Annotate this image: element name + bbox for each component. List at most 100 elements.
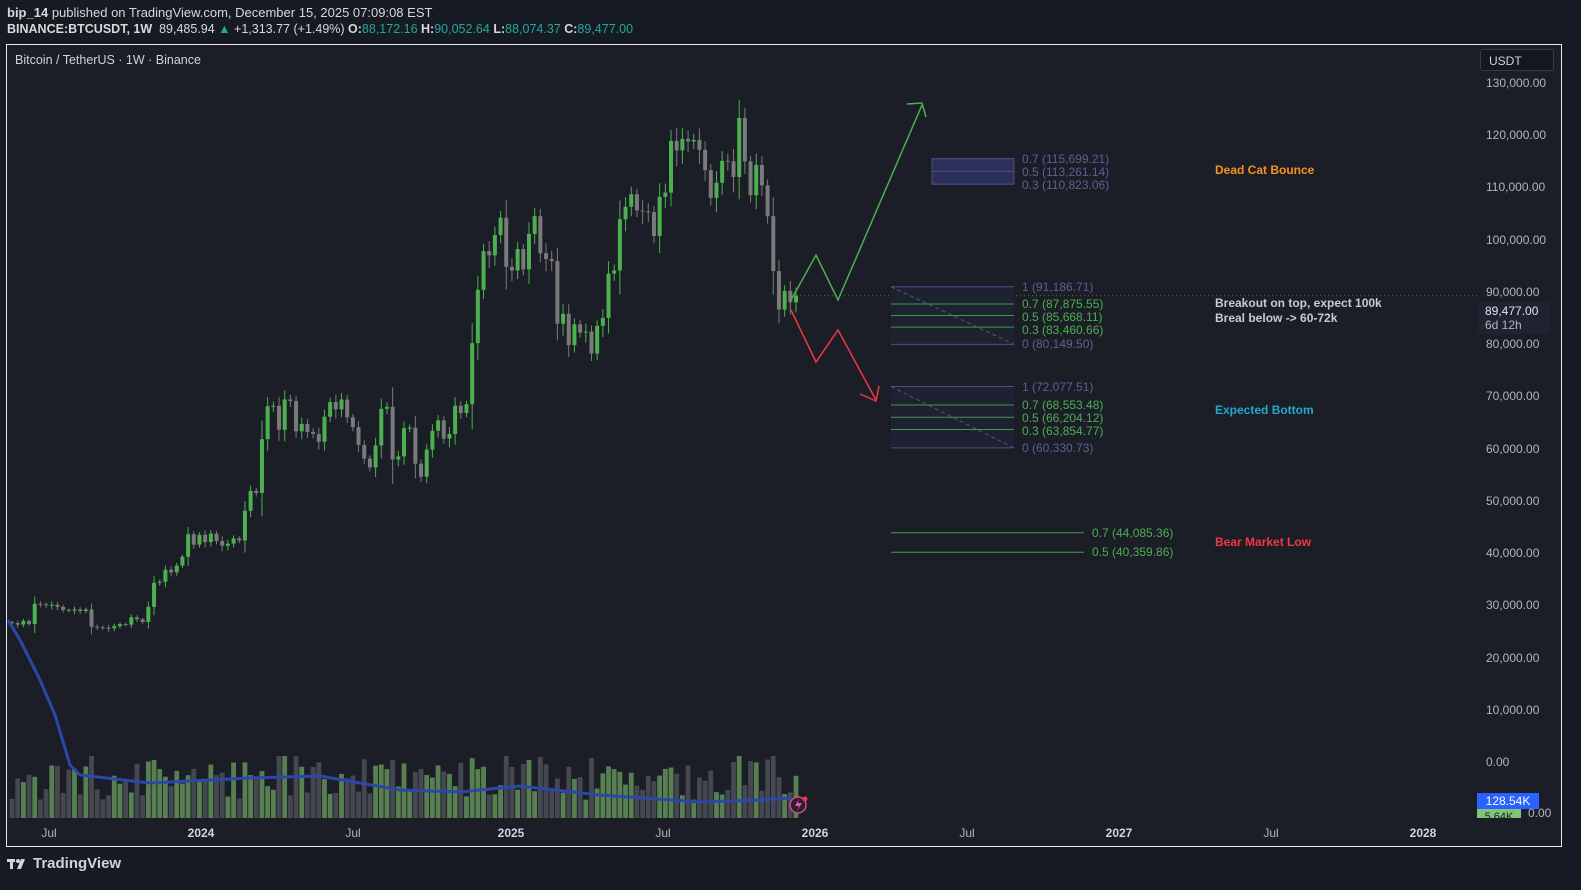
volume-bar xyxy=(66,769,72,818)
candle-body xyxy=(231,538,236,544)
candle-body xyxy=(498,217,503,235)
volume-bar xyxy=(214,775,219,818)
candle-body xyxy=(112,626,117,629)
candle-body xyxy=(197,534,202,545)
candle-body xyxy=(55,604,60,607)
volume-bar xyxy=(424,775,430,818)
volume-bar xyxy=(520,763,526,818)
volume-bar xyxy=(140,795,146,818)
candle-body xyxy=(186,534,191,557)
volume-bar xyxy=(356,791,361,818)
fib-level-label: 0.7 (68,553.48) xyxy=(1022,397,1104,412)
candle-body xyxy=(134,617,139,620)
high-label: H: xyxy=(421,22,435,36)
volume-bar xyxy=(634,785,640,818)
volume-bar xyxy=(15,778,21,818)
volume-bar xyxy=(475,769,481,818)
lightning-glyph-icon xyxy=(795,799,802,811)
volume-bar xyxy=(583,799,589,818)
candle-body xyxy=(640,210,645,212)
candle-body xyxy=(21,620,26,625)
volume-label: 5.64K xyxy=(1477,809,1521,818)
bullish-projection-path xyxy=(790,104,923,302)
candle-body xyxy=(657,196,662,236)
volume-bar xyxy=(464,796,469,818)
candle-body xyxy=(481,251,486,290)
volume-bar xyxy=(657,775,663,818)
volume-bar xyxy=(526,759,532,818)
volume-bar xyxy=(679,795,685,818)
candle-body xyxy=(157,581,162,583)
volume-bar xyxy=(350,775,356,818)
candle-body xyxy=(544,253,549,259)
volume-bar xyxy=(481,766,486,818)
candle-body xyxy=(464,404,469,414)
candle-body xyxy=(61,606,66,610)
candle-body xyxy=(10,621,14,624)
candle-body xyxy=(254,490,259,493)
x-axis-tick: Jul xyxy=(41,826,57,840)
volume-bar xyxy=(515,789,521,818)
candle-body xyxy=(430,430,435,450)
y-axis-tick: 40,000.00 xyxy=(1486,546,1540,561)
volume-bar xyxy=(441,771,447,818)
volume-bar xyxy=(282,756,288,818)
y-axis-tick: 10,000.00 xyxy=(1486,702,1540,717)
volume-bar xyxy=(157,769,163,818)
candle-body xyxy=(526,233,531,270)
candle-body xyxy=(447,433,452,439)
bar-countdown: 6d 12h xyxy=(1485,318,1522,332)
candle-body xyxy=(674,140,679,151)
volume-axis-zero: 0.00 xyxy=(1528,806,1552,820)
candle-body xyxy=(453,405,458,434)
fib-trend-line xyxy=(890,286,1015,345)
volume-bar xyxy=(310,767,316,818)
candle-body xyxy=(731,161,736,177)
currency-selector[interactable]: USDT xyxy=(1480,49,1554,71)
volume-bar xyxy=(9,798,15,818)
volume-bar xyxy=(554,778,560,818)
open-label: O: xyxy=(348,22,362,36)
open-value: 88,172.16 xyxy=(361,22,418,36)
tradingview-logo[interactable]: TradingView xyxy=(7,855,121,872)
volume-bar xyxy=(697,777,702,818)
candle-body xyxy=(686,138,691,142)
candle-body xyxy=(265,406,270,440)
y-axis-tick: 30,000.00 xyxy=(1486,598,1540,613)
volume-bar xyxy=(333,792,339,818)
candle-body xyxy=(180,556,185,566)
candle-body xyxy=(436,420,441,431)
volume-bar xyxy=(367,793,373,818)
volume-bar xyxy=(361,759,367,818)
volume-bar xyxy=(270,789,276,818)
candle-body xyxy=(754,164,759,196)
candle-body xyxy=(299,424,304,432)
volume-bar xyxy=(543,764,549,818)
candle-body xyxy=(708,170,713,198)
volume-bar xyxy=(708,770,714,818)
volume-bar xyxy=(736,756,742,818)
chart-frame[interactable] xyxy=(6,44,1562,847)
y-axis-tick: 120,000.00 xyxy=(1486,128,1547,143)
volume-bar xyxy=(640,789,646,818)
volume-bar xyxy=(55,765,60,818)
candle-body xyxy=(776,270,781,310)
fib-level-label: 1 (91,186.71) xyxy=(1022,279,1094,294)
volume-bar xyxy=(327,793,333,818)
bearish-projection-path xyxy=(790,309,877,401)
candle-body xyxy=(271,405,276,407)
author[interactable]: bip_14 xyxy=(7,5,49,20)
candle-body xyxy=(600,318,605,326)
candle-body xyxy=(339,399,344,410)
volume-bar xyxy=(611,769,617,818)
volume-bar xyxy=(26,774,32,818)
volume-bar xyxy=(197,781,202,818)
volume-bar xyxy=(287,795,293,818)
candle-body xyxy=(146,606,151,622)
volume-bar xyxy=(685,765,691,818)
candle-body xyxy=(174,565,179,573)
candle-body xyxy=(492,234,497,256)
volume-bar xyxy=(662,768,668,818)
volume-bar xyxy=(691,799,697,818)
